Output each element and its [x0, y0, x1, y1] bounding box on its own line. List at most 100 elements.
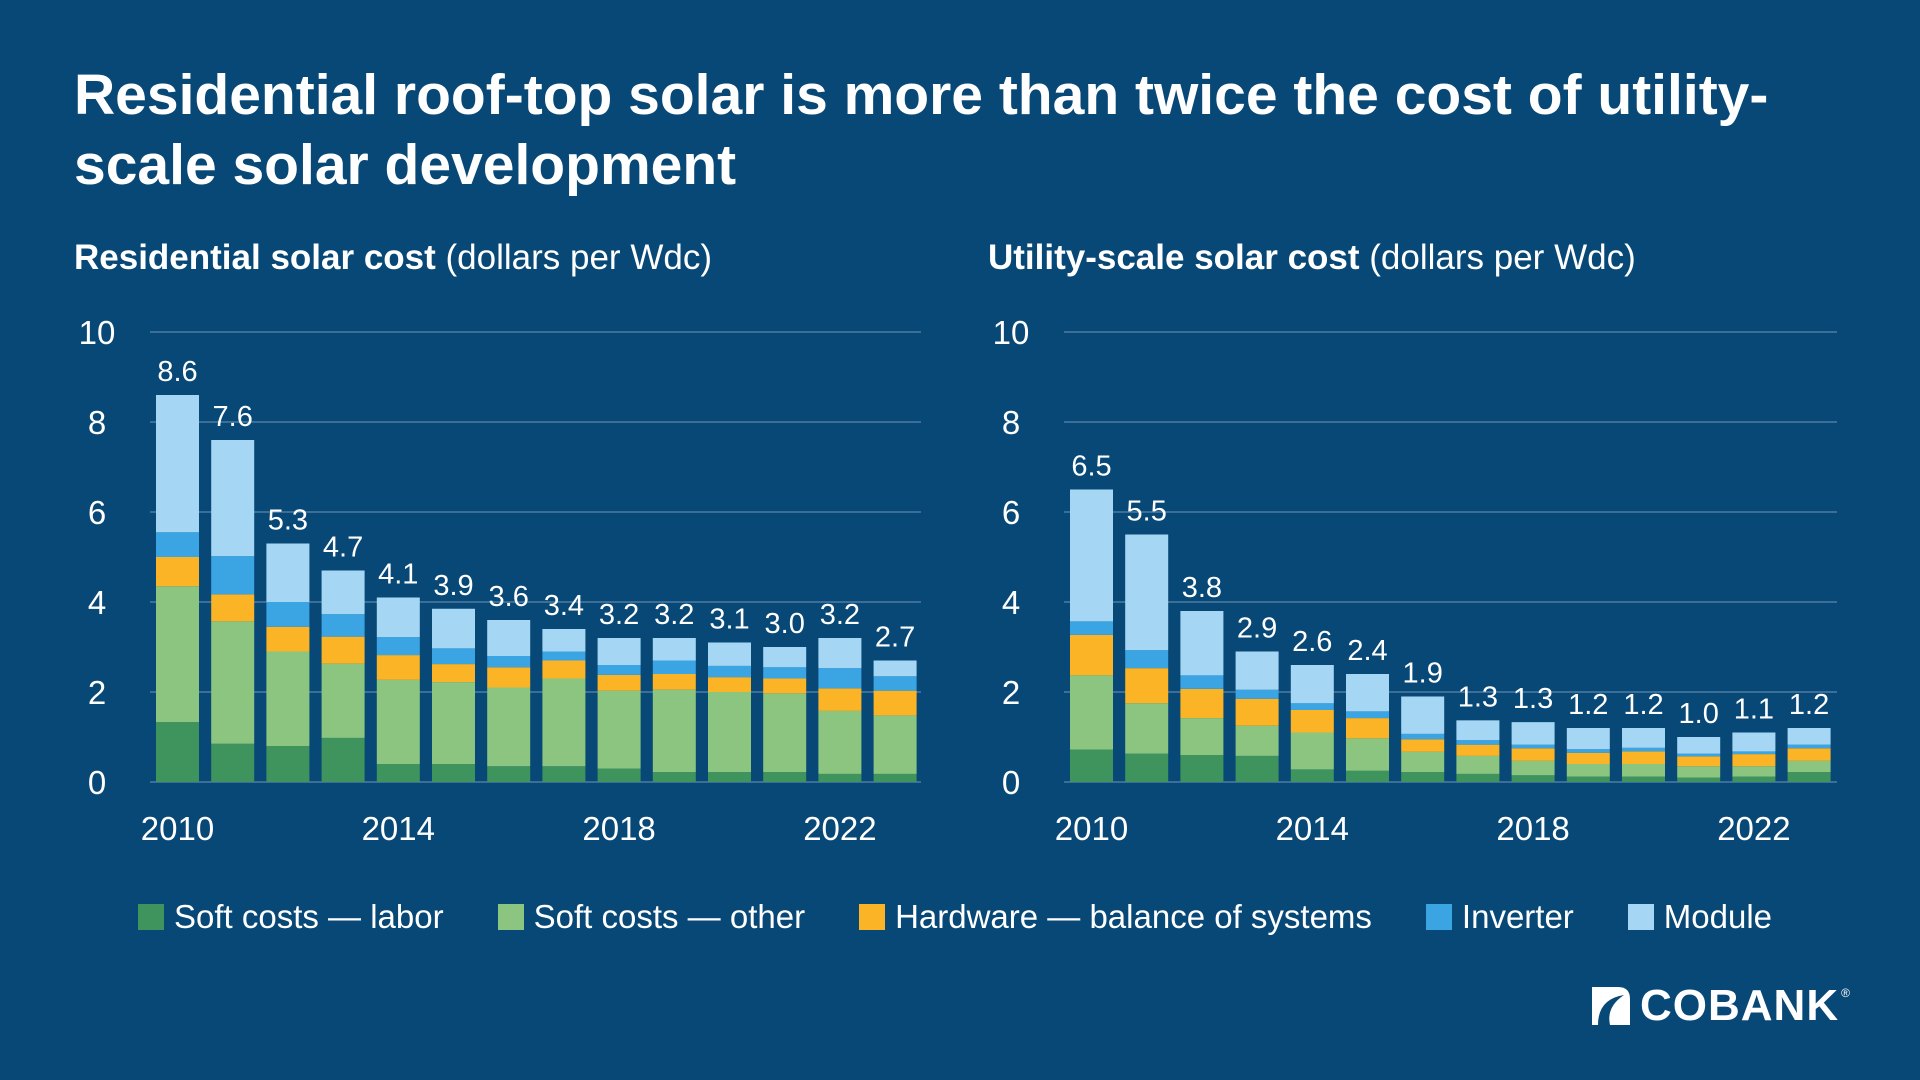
utility-bar-2010-segment-2: [1070, 634, 1113, 676]
utility-bar-2020-segment-2: [1622, 751, 1665, 764]
residential-bar-2014-segment-0: [376, 764, 420, 782]
utility-bar-2015-segment-0: [1346, 770, 1389, 782]
legend-swatch: [1627, 904, 1654, 930]
residential-bar-2018-segment-3: [597, 665, 641, 675]
utility-bar-2014-segment-2: [1290, 710, 1334, 733]
utility-bar-2022-segment-4: [1732, 732, 1776, 752]
residential-bar-2019-segment-0: [652, 772, 696, 782]
residential-bar-2022-segment-1: [818, 710, 862, 774]
residential-total-label-2023: 2.7: [875, 622, 915, 654]
residential-total-label-2012: 5.3: [268, 505, 308, 537]
utility-y-tick-label: 8: [1002, 404, 1020, 441]
legend-label: Module: [1663, 898, 1773, 935]
residential-total-label-2019: 3.2: [654, 599, 694, 631]
residential-bar-2011-segment-2: [211, 594, 255, 622]
utility-bar-2021-segment-1: [1677, 766, 1721, 778]
utility-bar-2023-segment-4: [1787, 728, 1831, 745]
cobank-logo: COBANK ®: [1590, 981, 1850, 1030]
legend-item-soft-costs-labor: Soft costs — labor: [138, 898, 444, 936]
residential-bar-2019-segment-1: [652, 689, 696, 773]
residential-chart-title-bold: Residential solar cost: [74, 238, 436, 277]
utility-total-label-2017: 1.3: [1458, 681, 1498, 713]
residential-bar-2023-segment-4: [873, 660, 917, 677]
residential-bar-2023-segment-1: [873, 715, 917, 774]
utility-bar-2012-segment-1: [1180, 718, 1224, 755]
utility-bar-2022-segment-2: [1732, 754, 1776, 767]
residential-bar-2015-segment-1: [432, 682, 475, 764]
utility-bar-2020-segment-3: [1622, 747, 1665, 752]
utility-x-tick-label: 2022: [1717, 810, 1790, 847]
utility-bar-2013-segment-1: [1235, 725, 1279, 756]
residential-bar-2012-segment-0: [266, 746, 310, 782]
utility-bar-2019-segment-4: [1566, 728, 1610, 750]
utility-bar-2017-segment-2: [1456, 744, 1500, 756]
residential-y-tick-label: 2: [88, 674, 106, 711]
utility-bar-2013-segment-2: [1235, 698, 1279, 726]
legend-swatch: [497, 904, 524, 930]
utility-total-label-2021: 1.0: [1679, 698, 1719, 730]
residential-bar-2011-segment-0: [211, 743, 255, 782]
residential-bar-2017-segment-0: [542, 766, 586, 782]
residential-x-tick-label: 2014: [362, 810, 435, 847]
residential-total-label-2015: 3.9: [433, 570, 473, 602]
residential-bar-2014-segment-2: [376, 655, 420, 680]
utility-bar-2022-segment-3: [1732, 751, 1776, 755]
residential-bar-2014-segment-4: [376, 597, 420, 638]
residential-bar-2018-segment-0: [597, 768, 641, 782]
utility-bar-2019-segment-2: [1566, 752, 1610, 764]
legend-swatch: [859, 904, 886, 930]
utility-bar-2016-segment-3: [1401, 733, 1445, 740]
utility-bar-2010-segment-1: [1070, 675, 1113, 750]
utility-bar-2012-segment-2: [1180, 688, 1224, 719]
residential-y-tick-label: 4: [88, 584, 106, 621]
residential-bar-2012-segment-1: [266, 651, 310, 746]
residential-bar-2011-segment-3: [211, 556, 255, 595]
utility-y-tick-label: 6: [1002, 494, 1020, 531]
residential-bar-2016-segment-1: [487, 687, 531, 767]
residential-bar-2010-segment-2: [156, 557, 199, 587]
utility-bar-2016-segment-2: [1401, 739, 1445, 752]
residential-bar-2014-segment-1: [376, 679, 420, 764]
residential-bar-2023-segment-2: [873, 690, 917, 716]
utility-total-label-2015: 2.4: [1347, 635, 1387, 667]
residential-total-label-2013: 4.7: [323, 532, 363, 564]
residential-bar-2013-segment-1: [321, 663, 365, 738]
residential-y-tick-label: 0: [88, 764, 106, 801]
utility-x-tick-label: 2018: [1496, 810, 1569, 847]
utility-bar-2011-segment-3: [1125, 650, 1169, 669]
legend-label: Soft costs — labor: [174, 898, 444, 935]
residential-bar-2022-segment-4: [818, 638, 862, 669]
utility-bar-2021-segment-0: [1677, 777, 1721, 782]
utility-bar-2016-segment-1: [1401, 751, 1445, 773]
utility-total-label-2014: 2.6: [1292, 626, 1332, 658]
residential-bar-2020-segment-2: [708, 677, 751, 692]
utility-y-tick-label: 0: [1002, 764, 1020, 801]
utility-bar-2015-segment-2: [1346, 718, 1389, 739]
utility-bar-2015-segment-1: [1346, 738, 1389, 771]
residential-bar-2018-segment-1: [597, 690, 641, 769]
utility-total-label-2016: 1.9: [1403, 658, 1443, 690]
utility-bar-2010-segment-4: [1070, 489, 1113, 622]
residential-bar-2015-segment-2: [432, 664, 475, 683]
residential-x-tick-label: 2022: [803, 810, 876, 847]
utility-bar-2020-segment-1: [1622, 764, 1665, 777]
residential-bar-2013-segment-2: [321, 636, 365, 664]
residential-bar-2020-segment-3: [708, 665, 751, 678]
residential-bar-2020-segment-0: [708, 772, 751, 782]
utility-bar-2013-segment-3: [1235, 689, 1279, 699]
utility-y-tick-label: 2: [1002, 674, 1020, 711]
utility-total-label-2011: 5.5: [1127, 496, 1167, 528]
residential-bar-2019-segment-2: [652, 674, 696, 690]
utility-bar-2018-segment-0: [1511, 775, 1555, 782]
utility-bar-2012-segment-0: [1180, 755, 1224, 782]
residential-bar-2020-segment-4: [708, 642, 751, 666]
cobank-registered-mark: ®: [1841, 986, 1850, 1000]
residential-bar-2022-segment-3: [818, 668, 862, 689]
utility-solar-cost-chart: 0 2 4 6 8 10 6.5 2010 5.5 3.8 2.9 2.6 2014 2.4 1.9 1.3 1…: [993, 314, 1837, 847]
legend-item-module: Module: [1627, 898, 1773, 936]
residential-bar-2022-segment-0: [818, 773, 862, 782]
residential-bar-2016-segment-3: [487, 656, 531, 668]
residential-bar-2013-segment-4: [321, 570, 365, 615]
utility-bar-2016-segment-4: [1401, 696, 1445, 734]
residential-total-label-2017: 3.4: [544, 590, 584, 622]
